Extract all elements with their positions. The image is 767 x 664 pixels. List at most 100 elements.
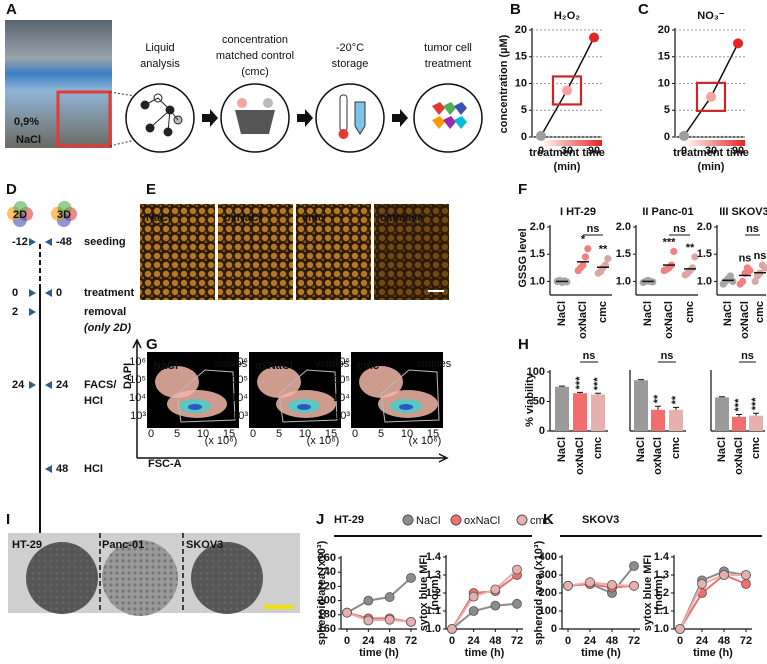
x-tick-label: NaCl [716,437,728,462]
time-3d: 24 [56,379,69,391]
line [683,43,739,137]
x-tick-label: 90 [732,145,744,157]
y-tick-label: 1.5 [697,248,712,260]
x-tick-label: 0 [148,428,154,440]
y-tick-label: 0 [539,425,545,437]
point [679,130,689,141]
x-tick-label: 0 [565,635,571,647]
y-tick-label: 0 [664,131,670,143]
x-tick-label: 15 [427,428,439,440]
y-tick-label: 1.2 [654,587,669,599]
cell-burst [13,201,28,216]
comparison-label: ns [587,223,600,235]
thermo-bulb [338,129,349,139]
significance: ns [754,250,767,262]
y-axis-label: sytox blue MFI [642,555,654,631]
arrow [202,109,218,127]
comparison-label: ns [583,350,596,362]
x-axis-label: time (h) [359,647,399,659]
cell-icon [454,102,467,115]
legend-marker [516,514,528,526]
point [468,591,479,602]
y-tick-label: 240 [318,566,336,578]
event: FACS/ [84,379,116,391]
step-label: treatment [425,58,471,70]
gate [380,369,440,423]
time-2d: 2 [12,306,18,318]
y-tick-label: 10 [658,77,670,89]
x-tick-label: 0 [538,145,544,157]
point [384,592,395,602]
y-tick-label: 10³ [130,410,146,422]
bonds [144,97,179,133]
y-tick-label: 100 [527,366,545,378]
y-tick-label: 10³ [232,410,248,422]
time-3d: 0 [56,287,62,299]
marker [29,308,36,316]
image-label: SKOV3 [186,539,223,551]
photo-text: NaCl [16,134,41,146]
event: HCI [84,395,103,407]
x-tick-label: 10 [197,428,209,440]
point [512,598,522,609]
legend-marker [402,514,414,526]
y-tick-label: 1.0 [426,623,441,635]
x-tick-label: 24 [696,635,709,647]
image-label: HT-29 [12,539,42,551]
panel-label: E [146,181,156,198]
bar [555,386,569,431]
bar [669,409,683,431]
dot [726,272,735,280]
panel-label: K [543,511,554,528]
legend-marker [450,514,462,526]
time-gradient [541,140,602,146]
bar [651,409,665,431]
x-axis-label: treatment time [673,147,749,159]
axis-arrow [137,453,449,463]
x-tick-label: 30 [561,145,573,157]
line [567,581,635,587]
x-tick-label: cmc [754,301,766,323]
step-label: -20°C [336,42,364,54]
significance: *** [750,397,762,411]
photo-text: 0,9% [14,116,39,128]
x-tick-label: 48 [718,635,730,647]
zoom-line [109,91,136,97]
time-gradient [684,140,745,146]
bar [634,380,648,431]
dot [584,245,592,253]
condition-header: 3D [57,209,71,221]
panel-label: H [518,336,529,353]
point [607,580,617,590]
section-title: SKOV3 [582,514,619,526]
y-tick-label: 10⁵ [129,374,146,386]
dot [581,253,590,261]
y-tick-label: 200 [539,587,557,599]
y-tick-label: 300 [539,569,557,581]
zoom-line [109,139,136,147]
y-tick-label: 20 [658,24,670,36]
y-tick-label: 400 [539,551,557,563]
panel-label: C [638,1,649,18]
y-tick-label: 10⁴ [231,392,248,404]
tube [354,101,366,135]
x-tick-label: 5 [174,428,180,440]
step-label: concentration [222,34,288,46]
y-tick-label: 1.0 [697,275,712,287]
y-tick-label: 1.0 [530,275,545,287]
significance: *** [592,377,604,391]
bar [732,416,746,431]
point [563,580,573,591]
x-tick-label: 30 [705,145,717,157]
dot [688,264,697,272]
bar [749,415,763,431]
time-3d: -48 [56,236,72,248]
x-tick-label: 15 [325,428,337,440]
y-tick-label: 10 [515,77,527,89]
point [342,607,352,618]
y-axis-label: sytox blue MFI [418,555,430,631]
significance: *** [663,236,677,248]
significance: ** [686,242,695,254]
point [733,38,743,49]
cell-burst [57,201,72,216]
